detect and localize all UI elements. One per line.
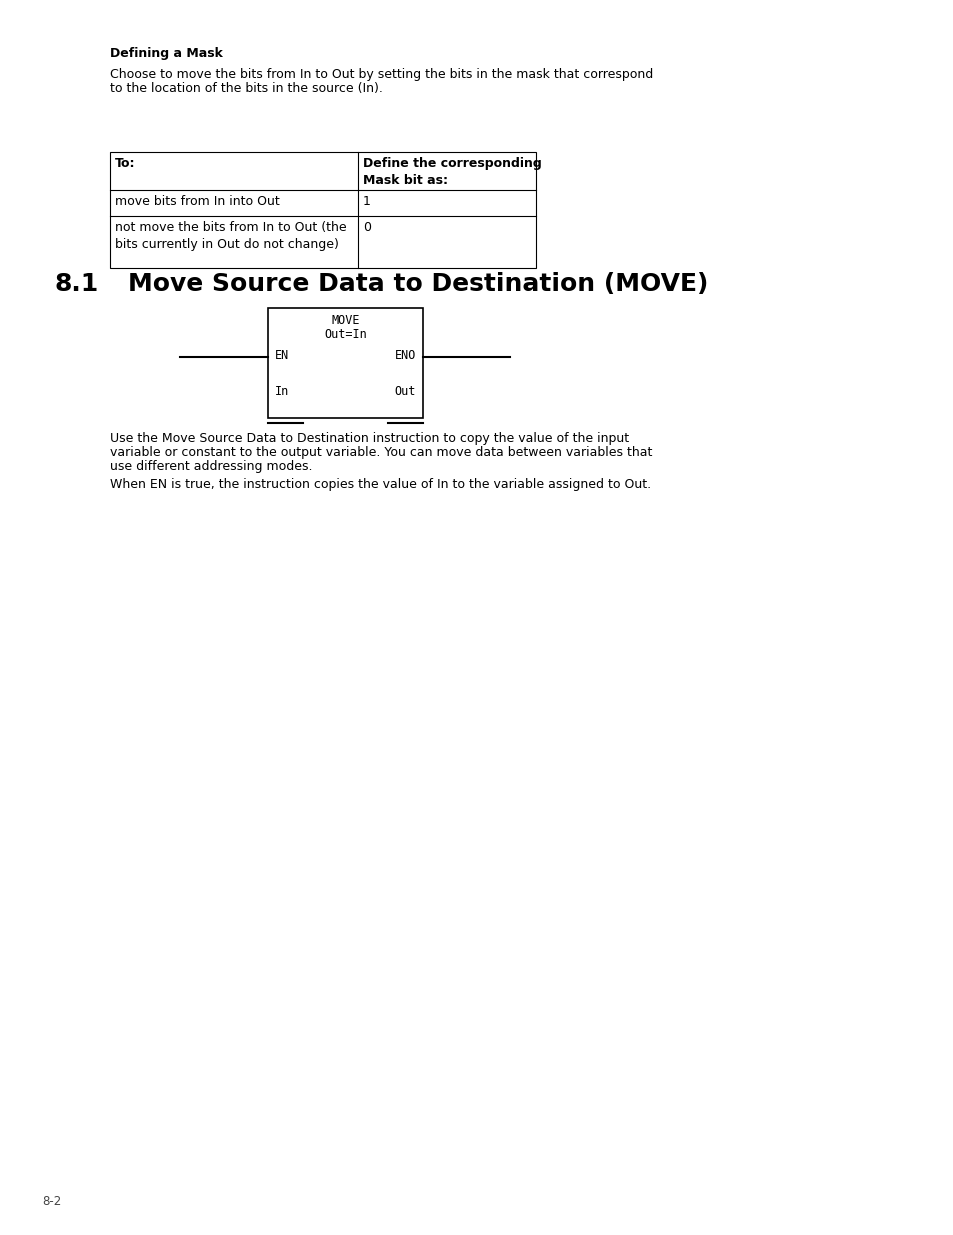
Text: Out: Out (395, 385, 416, 398)
Text: Define the corresponding
Mask bit as:: Define the corresponding Mask bit as: (363, 157, 541, 186)
Text: 0: 0 (363, 221, 371, 233)
Text: When EN is true, the instruction copies the value of In to the variable assigned: When EN is true, the instruction copies … (110, 478, 651, 492)
Text: variable or constant to the output variable. You can move data between variables: variable or constant to the output varia… (110, 446, 652, 459)
Text: use different addressing modes.: use different addressing modes. (110, 459, 313, 473)
Text: not move the bits from In to Out (the
bits currently in Out do not change): not move the bits from In to Out (the bi… (115, 221, 346, 251)
Text: To:: To: (115, 157, 135, 170)
Text: ENO: ENO (395, 350, 416, 362)
Text: 1: 1 (363, 195, 371, 207)
Text: 8.1: 8.1 (55, 272, 99, 296)
Text: Choose to move the bits from In to Out by setting the bits in the mask that corr: Choose to move the bits from In to Out b… (110, 68, 653, 82)
Text: 8-2: 8-2 (42, 1195, 61, 1208)
Text: MOVE: MOVE (331, 314, 359, 327)
Text: Move Source Data to Destination (MOVE): Move Source Data to Destination (MOVE) (128, 272, 708, 296)
Text: Use the Move Source Data to Destination instruction to copy the value of the inp: Use the Move Source Data to Destination … (110, 432, 628, 445)
Text: Defining a Mask: Defining a Mask (110, 47, 223, 61)
Text: In: In (274, 385, 289, 398)
Text: move bits from In into Out: move bits from In into Out (115, 195, 279, 207)
Text: to the location of the bits in the source (In).: to the location of the bits in the sourc… (110, 82, 382, 95)
Text: Out=In: Out=In (324, 329, 367, 341)
Bar (110, 152, 536, 268)
Text: EN: EN (274, 350, 289, 362)
Bar (268, 308, 422, 417)
